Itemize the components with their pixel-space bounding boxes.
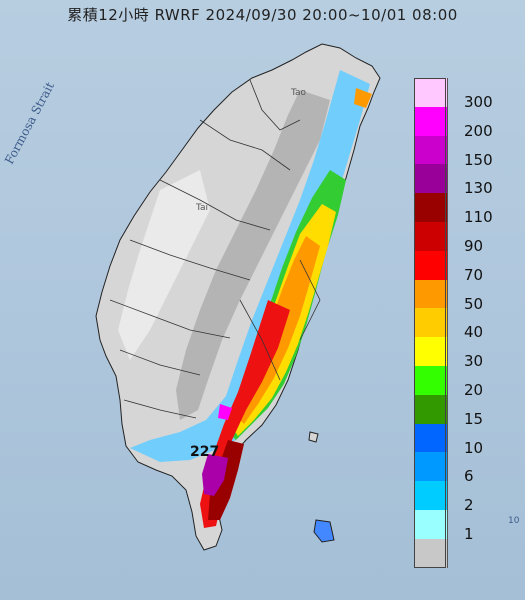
legend-label: 70 [464, 265, 484, 284]
legend-label: 20 [464, 381, 484, 399]
rain-purple-core [202, 454, 228, 496]
legend-label: 1 [464, 525, 474, 543]
map-title: 累積12小時 RWRF 2024/09/30 20:00~10/01 08:00 [67, 6, 458, 24]
legend-swatch [414, 452, 448, 482]
legend-row: 40 [412, 308, 512, 341]
western-plain-shading [118, 170, 210, 360]
legend-swatch [414, 164, 448, 194]
legend-swatch [414, 250, 448, 280]
legend-swatch [414, 308, 448, 338]
legend-swatch [414, 423, 448, 453]
legend-swatch [414, 279, 448, 309]
legend-label: 110 [464, 208, 493, 227]
legend-swatch [414, 193, 448, 222]
orchid-island [313, 519, 335, 543]
green-island [308, 431, 319, 443]
legend-swatch [414, 106, 448, 136]
legend-label: 50 [464, 294, 484, 313]
legend-label: 90 [464, 237, 484, 255]
legend-swatch [414, 78, 448, 107]
legend-swatch [414, 366, 448, 395]
legend-row: 130 [412, 164, 512, 197]
legend-row: 200 [412, 106, 512, 140]
legend-label: 40 [464, 323, 484, 342]
legend-row: 50 [412, 279, 512, 313]
legend-swatch [414, 481, 448, 510]
legend-swatch [414, 510, 448, 539]
legend-row: 2 [412, 481, 512, 514]
rain-magenta-core [218, 404, 232, 420]
legend-label: 300 [464, 93, 493, 111]
rain-darkred-core [208, 440, 244, 520]
edge-number: 10 [508, 516, 520, 526]
county-boundaries [109, 79, 321, 419]
legend-swatch [414, 222, 448, 251]
legend-label: 30 [464, 352, 484, 371]
legend-swatch [414, 337, 448, 366]
legend-label: 200 [464, 121, 493, 140]
legend-label: 2 [464, 496, 474, 515]
legend-row: 20 [412, 366, 512, 399]
mountain-shading [176, 90, 330, 420]
legend-row: 15 [412, 394, 512, 428]
legend-row: 1 [412, 510, 512, 543]
legend-row: 90 [412, 222, 512, 255]
legend-label: 10 [464, 438, 484, 457]
legend-row [412, 538, 512, 568]
legend-row: 110 [412, 193, 512, 226]
legend-row: 10 [412, 423, 512, 457]
legend-label: 15 [464, 409, 484, 428]
place-label-tai: Tai [196, 203, 209, 213]
legend-row: 30 [412, 337, 512, 370]
place-label-tao: Tao [291, 88, 307, 98]
legend-swatch [414, 394, 448, 424]
legend-label: 150 [464, 150, 493, 169]
legend-label: 130 [464, 179, 493, 198]
legend-row: 150 [412, 135, 512, 169]
legend-swatch [414, 538, 448, 568]
legend-label: 6 [464, 467, 474, 486]
legend-row: 70 [412, 250, 512, 284]
legend-row: 300 [412, 78, 512, 111]
legend-swatch [414, 135, 448, 165]
legend-row: 6 [412, 452, 512, 485]
max-rainfall-label: 227 [190, 444, 220, 460]
rain-northeast [354, 88, 372, 108]
